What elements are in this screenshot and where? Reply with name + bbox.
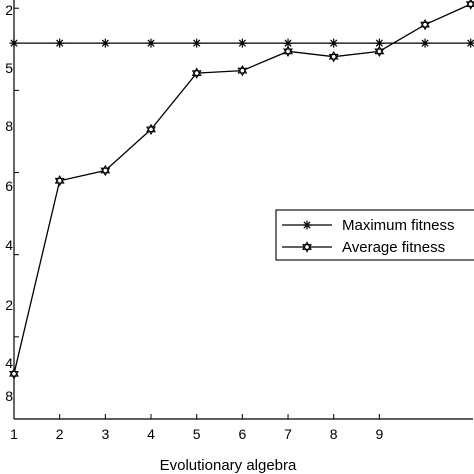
- data-point-stroke: [56, 39, 64, 47]
- data-point: [100, 38, 110, 48]
- data-point-shape: [54, 177, 65, 187]
- series-line-average-fitness: [13, 3, 471, 374]
- y-tick-label: 8: [5, 388, 13, 404]
- data-point-stroke: [467, 39, 474, 47]
- y-tick-label: 5: [5, 60, 13, 76]
- data-point: [100, 164, 111, 177]
- axis-ticks: 1 2 3 4 5 6 7 8 9 2 5 8 6 4 2 4 8: [5, 2, 383, 442]
- data-point: [374, 45, 385, 58]
- x-axis-title: Evolutionary algebra: [160, 457, 297, 474]
- data-point-stroke: [303, 221, 311, 229]
- data-point: [283, 45, 293, 58]
- data-point: [146, 38, 156, 48]
- x-tick-label: 7: [284, 426, 292, 442]
- data-point: [146, 123, 156, 136]
- data-point: [237, 64, 248, 77]
- legend-box: [275, 209, 474, 261]
- data-point: [420, 18, 430, 31]
- data-point-stroke: [375, 39, 383, 47]
- legend-marker: [302, 241, 312, 253]
- legend-label: Average fitness: [342, 239, 445, 256]
- x-tick-label: 8: [330, 426, 338, 442]
- legend-label: Maximum fitness: [342, 217, 455, 234]
- data-point: [191, 67, 202, 79]
- data-point: [465, 0, 474, 10]
- data-point-stroke: [421, 39, 429, 47]
- y-tick-label: 6: [5, 178, 13, 194]
- data-point-shape: [283, 48, 293, 58]
- data-point-shape: [302, 244, 312, 253]
- data-point-stroke: [101, 39, 109, 47]
- data-point-stroke: [147, 39, 155, 47]
- data-point: [466, 38, 474, 48]
- y-tick-label: 2: [5, 297, 13, 313]
- data-point-stroke: [330, 39, 338, 47]
- data-point-shape: [100, 167, 111, 177]
- data-point-stroke: [10, 39, 18, 47]
- x-tick-label: 9: [375, 426, 383, 442]
- x-tick-label: 3: [101, 426, 109, 442]
- data-point-shape: [465, 1, 474, 10]
- legend: Maximum fitness Average fitness: [275, 209, 474, 261]
- data-point: [9, 38, 19, 48]
- x-tick-label: 2: [56, 426, 64, 442]
- data-point-shape: [9, 370, 19, 380]
- data-point-shape: [191, 70, 202, 79]
- x-tick-label: 4: [147, 426, 155, 442]
- data-point-stroke: [238, 39, 246, 47]
- data-point-stroke: [284, 39, 292, 47]
- plot-frame: [13, 0, 473, 420]
- y-tick-label: 4: [5, 355, 13, 371]
- y-tick-label: 4: [5, 237, 13, 253]
- data-point: [55, 38, 65, 48]
- data-point: [328, 50, 339, 63]
- series-markers: [9, 0, 474, 380]
- data-point-shape: [146, 126, 156, 136]
- data-point: [329, 38, 339, 48]
- data-point-shape: [328, 53, 339, 63]
- data-point: [192, 38, 202, 48]
- data-point-shape: [420, 21, 430, 31]
- data-point-shape: [374, 48, 385, 58]
- y-tick-label: 2: [5, 2, 13, 18]
- data-point-stroke: [193, 39, 201, 47]
- legend-marker: [302, 220, 312, 230]
- data-point: [420, 38, 430, 48]
- x-tick-label: 1: [10, 426, 18, 442]
- data-point-shape: [237, 67, 248, 77]
- y-tick-label: 8: [5, 118, 13, 134]
- x-tick-label: 6: [238, 426, 246, 442]
- data-point: [9, 368, 19, 380]
- x-tick-label: 5: [193, 426, 201, 442]
- series-lines: [13, 3, 471, 374]
- data-point: [54, 175, 65, 187]
- data-point: [237, 38, 247, 48]
